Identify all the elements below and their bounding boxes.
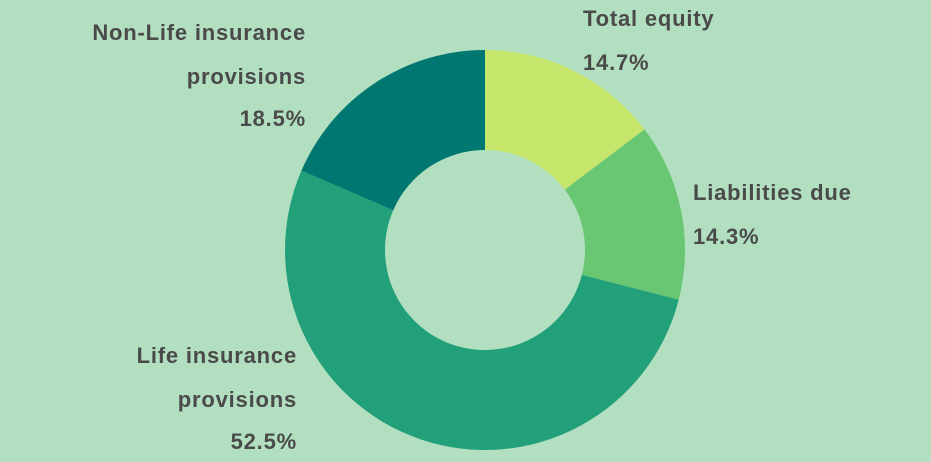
slice-label: Liabilities due 14.3% <box>693 171 852 259</box>
category-label: Total equity <box>583 6 715 31</box>
value-label: 14.3% <box>693 224 760 249</box>
category-label: Liabilities due <box>693 180 852 205</box>
donut-slice <box>485 50 645 190</box>
donut-slice <box>301 50 485 211</box>
value-label: 52.5% <box>230 429 297 454</box>
slice-label: Non-Life insurance provisions 18.5% <box>0 11 306 139</box>
slice-label: Total equity 14.7% <box>583 0 714 85</box>
slice-label: Life insurance provisions 52.5% <box>47 334 297 462</box>
category-label: Non-Life insurance provisions <box>92 20 306 89</box>
value-label: 14.7% <box>583 50 650 75</box>
donut-slice <box>284 170 679 451</box>
value-label: 18.5% <box>239 106 306 131</box>
donut-slice <box>564 129 686 300</box>
category-label: Life insurance provisions <box>136 343 297 412</box>
